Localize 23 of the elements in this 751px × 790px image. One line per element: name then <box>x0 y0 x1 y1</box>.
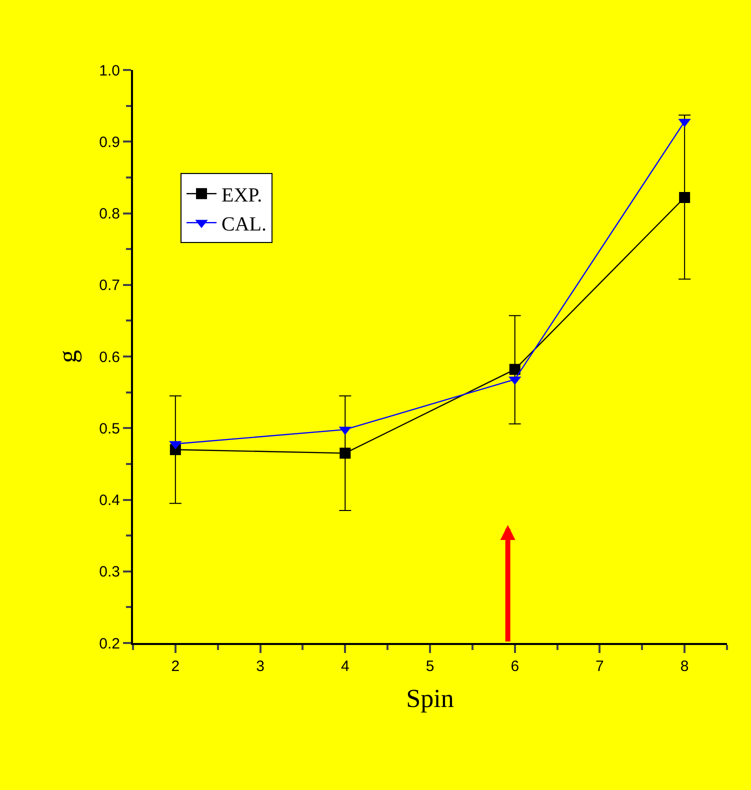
point <box>509 364 520 375</box>
y-tick-label: 1.0 <box>99 62 120 80</box>
legend-label: EXP. <box>222 184 262 206</box>
point <box>679 192 690 203</box>
x-tick-label: 4 <box>340 658 350 675</box>
y-tick-label: 0.9 <box>99 134 120 151</box>
y-tick-label: 0.5 <box>99 420 120 438</box>
x-tick-label: 2 <box>171 658 180 675</box>
y-axis-title: g <box>53 350 82 363</box>
y-tick-label: 0.3 <box>99 564 120 581</box>
point <box>340 448 351 459</box>
y-tick-label: 0.8 <box>99 206 120 222</box>
x-tick-label: 3 <box>256 658 264 675</box>
x-tick-label: 7 <box>596 658 604 675</box>
legend-label: CAL. <box>222 213 267 236</box>
y-tick-label: 0.2 <box>99 635 120 652</box>
y-tick-label: 0.7 <box>99 277 120 294</box>
y-tick-label: 0.6 <box>99 348 120 366</box>
x-axis-title: Spin <box>406 684 454 714</box>
x-tick-label: 8 <box>680 658 689 675</box>
x-tick-label: 5 <box>426 658 434 675</box>
y-tick-label: 0.4 <box>99 492 120 509</box>
x-tick-label: 6 <box>510 658 520 675</box>
